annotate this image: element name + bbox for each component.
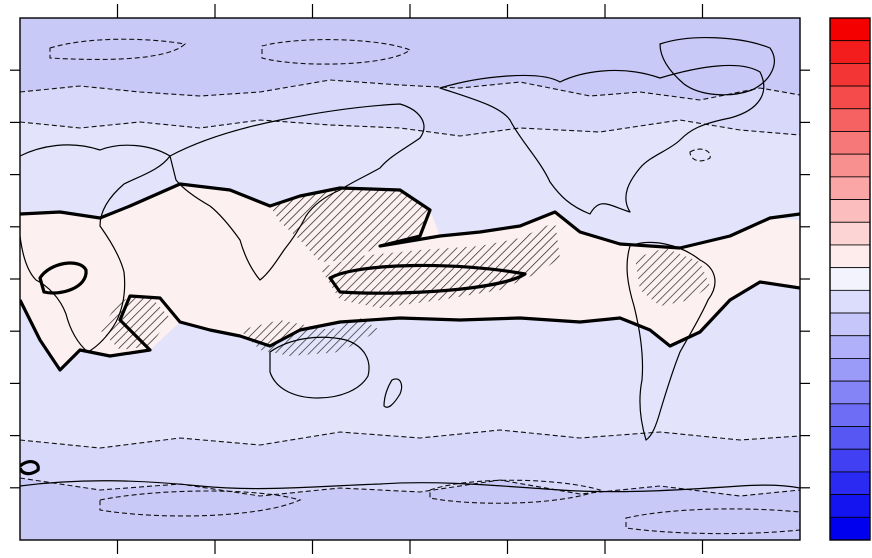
colorbar-swatch-2 — [829, 40, 871, 64]
fill-region-north-band — [20, 18, 800, 100]
colorbar-swatch-17 — [829, 380, 871, 405]
contour-zero-southern-ring — [20, 460, 40, 476]
contour-negative-north — [20, 119, 800, 137]
colorbar-swatch-4 — [829, 85, 871, 110]
contour-zero-pacific-loop — [328, 263, 527, 295]
contour-negative-south-3 — [99, 490, 302, 517]
colorbar-swatch-6 — [829, 131, 871, 155]
coastline-greenland — [659, 37, 775, 96]
contour-negative-north-4 — [261, 39, 412, 65]
colorbar-swatch-10 — [829, 221, 871, 246]
colorbar-swatch-14 — [829, 312, 871, 337]
axis-ticks — [10, 4, 810, 554]
colorbar-swatch-20 — [829, 448, 871, 473]
contour-zero-north — [20, 182, 800, 250]
coastline-europe-africa — [20, 144, 171, 353]
coastline-north-america — [439, 64, 765, 215]
hatch-region-africa — [100, 296, 170, 350]
coastline-south-america — [626, 241, 716, 441]
colorbar-swatch-22 — [829, 494, 871, 518]
contour-negative-south-2 — [20, 477, 800, 497]
colorbar-swatch-1 — [829, 17, 871, 42]
contour-negative-north-2 — [20, 79, 800, 101]
contour-negative-atlantic — [689, 148, 711, 162]
colorbar-swatch-18 — [829, 403, 871, 427]
colorbar-swatch-5 — [829, 108, 871, 132]
colorbar — [829, 17, 871, 541]
coastline-antarctica — [20, 480, 800, 493]
contour-negative-north-3 — [49, 38, 187, 61]
colorbar-swatch-3 — [829, 62, 871, 87]
colorbar-swatch-9 — [829, 199, 871, 223]
colorbar-swatch-21 — [829, 471, 871, 496]
contour-negative-south-5 — [625, 508, 800, 535]
colorbar-swatch-16 — [829, 358, 871, 382]
coastline-new-zealand — [383, 378, 403, 408]
contour-zero-africa-loop — [38, 261, 88, 295]
colorbar-swatch-8 — [829, 176, 871, 200]
coastline-australia — [269, 336, 370, 399]
colorbar-border — [829, 17, 871, 541]
map-plot-area — [20, 18, 800, 540]
hatch-region-south-america — [635, 248, 710, 306]
contour-negative-south — [20, 429, 800, 449]
colorbar-swatch-13 — [829, 289, 871, 314]
hatch-region-southern-indian — [240, 318, 380, 356]
fill-region-south-band — [20, 478, 800, 540]
colorbar-swatch-12 — [829, 267, 871, 291]
colorbar-swatch-7 — [829, 153, 871, 178]
colorbar-swatch-23 — [829, 516, 871, 541]
contour-zero-south — [20, 280, 800, 372]
colorbar-swatch-15 — [829, 335, 871, 359]
coastline-asia — [169, 103, 425, 281]
colorbar-swatch-19 — [829, 426, 871, 450]
colorbar-swatch-11 — [829, 244, 871, 269]
contour-negative-south-4 — [429, 479, 602, 504]
